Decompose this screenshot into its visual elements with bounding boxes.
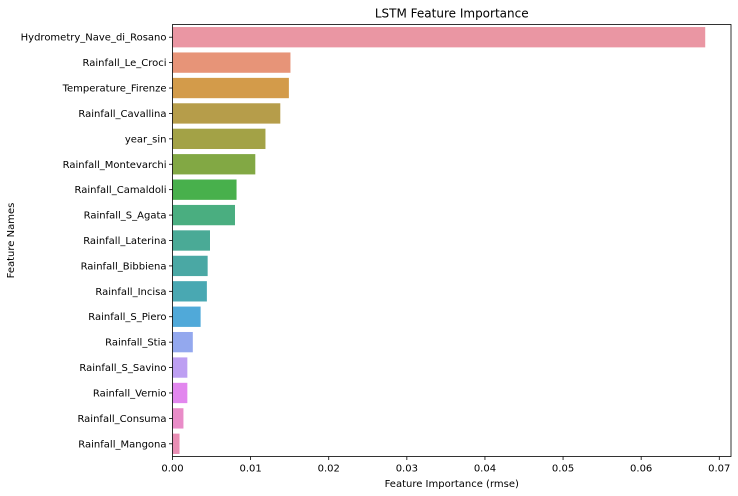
y-tick-label: Rainfall_Vernio bbox=[93, 388, 167, 399]
x-tick-label: 0.07 bbox=[708, 464, 730, 475]
x-tick-label: 0.02 bbox=[318, 464, 340, 475]
bar-Rainfall_Vernio bbox=[172, 382, 188, 404]
y-tick-label: Rainfall_S_Piero bbox=[88, 312, 166, 323]
bar-Rainfall_Laterina bbox=[172, 230, 210, 251]
x-tick-label: 0.05 bbox=[552, 464, 574, 475]
bar-Rainfall_S_Piero bbox=[172, 306, 201, 327]
x-tick-label: 0.01 bbox=[239, 464, 261, 475]
bar-Rainfall_Cavallina bbox=[172, 103, 281, 124]
y-tick-label: Rainfall_S_Savino bbox=[79, 363, 166, 374]
y-tick-label: Rainfall_Laterina bbox=[83, 236, 166, 247]
bar-Rainfall_Camaldoli bbox=[172, 179, 237, 200]
bar-Rainfall_Mangona bbox=[172, 433, 180, 454]
bar-Rainfall_Stia bbox=[172, 331, 193, 353]
plot-frame bbox=[172, 24, 732, 457]
x-tick-label: 0.03 bbox=[396, 464, 418, 475]
y-tick-label: Rainfall_Mangona bbox=[78, 439, 166, 450]
y-tick-label: Rainfall_Camaldoli bbox=[75, 185, 167, 196]
bar-Rainfall_Incisa bbox=[172, 281, 207, 302]
x-tick-label: 0.04 bbox=[474, 464, 496, 475]
y-tick-label: Rainfall_S_Agata bbox=[84, 211, 167, 222]
x-tick-label: 0.06 bbox=[630, 464, 652, 475]
bar-Rainfall_Montevarchi bbox=[172, 154, 256, 175]
y-tick-label: Rainfall_Le_Croci bbox=[83, 58, 167, 69]
chart-title: LSTM Feature Importance bbox=[375, 7, 529, 21]
bar-Temperature_Firenze bbox=[172, 77, 289, 99]
bars-group bbox=[172, 27, 706, 454]
bar-Rainfall_S_Savino bbox=[172, 357, 188, 378]
bar-Hydrometry_Nave_di_Rosano bbox=[172, 27, 706, 48]
y-tick-label: Hydrometry_Nave_di_Rosano bbox=[21, 33, 167, 44]
y-tick-label: Rainfall_Cavallina bbox=[78, 109, 166, 120]
y-tick-label: Rainfall_Stia bbox=[105, 338, 166, 349]
y-axis-label: Feature Names bbox=[6, 203, 17, 279]
x-axis-ticks: 0.00 0.01 0.02 0.03 0.04 0.05 0.06 0.07 bbox=[161, 456, 730, 475]
y-tick-label: Temperature_Firenze bbox=[62, 84, 167, 95]
bar-Rainfall_Bibbiena bbox=[172, 255, 208, 277]
y-tick-label: year_sin bbox=[125, 134, 167, 145]
bar-Rainfall_Consuma bbox=[172, 408, 184, 429]
y-tick-label: Rainfall_Bibbiena bbox=[81, 261, 167, 272]
x-axis-label: Feature Importance (rmse) bbox=[385, 479, 519, 490]
y-tick-label: Rainfall_Consuma bbox=[77, 414, 166, 425]
y-tick-label: Rainfall_Montevarchi bbox=[63, 160, 167, 171]
y-tick-label: Rainfall_Incisa bbox=[95, 287, 166, 298]
x-tick-label: 0.00 bbox=[161, 464, 183, 475]
bar-Rainfall_Le_Croci bbox=[172, 52, 291, 73]
bar-Rainfall_S_Agata bbox=[172, 204, 235, 226]
bar-year_sin bbox=[172, 128, 266, 150]
y-axis-ticks: Hydrometry_Nave_di_Rosano Rainfall_Le_Cro… bbox=[21, 33, 173, 450]
